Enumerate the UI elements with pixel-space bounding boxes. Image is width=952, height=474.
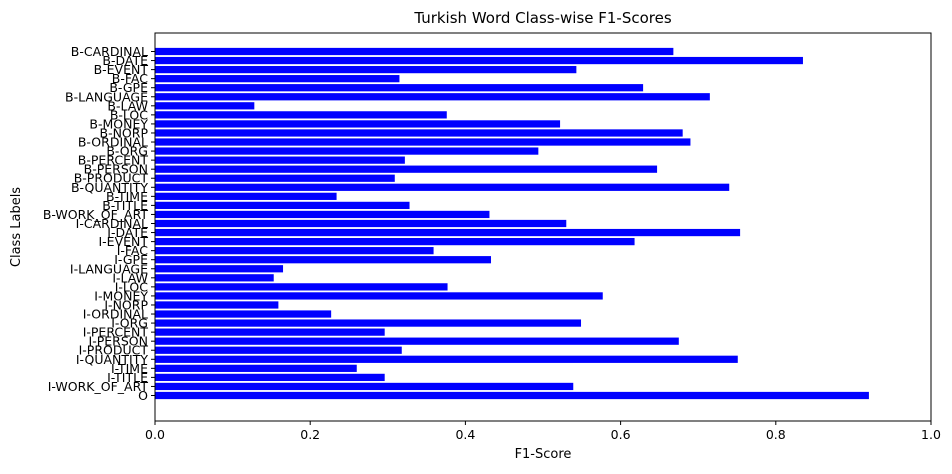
y-tick-label: B-WORK_OF_ART xyxy=(43,207,149,222)
y-tick-label: B-CARDINAL xyxy=(71,44,148,59)
y-tick-label: B-NORP xyxy=(100,125,149,140)
y-tick-label: I-EVENT xyxy=(98,234,148,249)
bar xyxy=(155,47,674,56)
y-tick-label: I-GPE xyxy=(114,252,148,267)
bar xyxy=(155,274,274,282)
bar xyxy=(155,247,434,255)
y-tick-label: I-PRODUCT xyxy=(79,343,149,358)
y-tick-label: I-PERCENT xyxy=(83,325,149,340)
y-tick-label: B-QUANTITY xyxy=(71,180,148,195)
x-tick-label: 1.0 xyxy=(921,427,941,442)
y-tick-label: I-TIME xyxy=(111,361,148,376)
y-tick-label: I-TITLE xyxy=(107,370,148,385)
y-tick-label: B-TITLE xyxy=(102,198,148,213)
y-tick-label: I-MONEY xyxy=(94,288,148,303)
bar xyxy=(155,75,400,83)
bar xyxy=(155,93,710,101)
x-axis-ticks: 0.0 0.2 0.4 0.6 0.8 1.0 xyxy=(145,421,941,442)
y-axis-label: Class Labels xyxy=(9,187,24,267)
y-tick-label: B-TIME xyxy=(106,189,148,204)
x-tick-label: 0.8 xyxy=(766,427,786,442)
bar xyxy=(155,382,574,391)
y-tick-label: I-PERSON xyxy=(89,334,148,349)
y-tick-label: I-ORG xyxy=(111,316,148,331)
y-tick-label: B-LAW xyxy=(107,98,148,113)
bar xyxy=(155,165,658,173)
y-tick-label: I-WORK_OF_ART xyxy=(48,379,149,394)
bar xyxy=(155,364,357,372)
bar xyxy=(155,210,490,219)
bar xyxy=(155,391,869,400)
bar xyxy=(155,201,410,210)
y-tick-label: I-DATE xyxy=(107,225,148,240)
y-tick-label: B-FAC xyxy=(112,71,148,86)
bar xyxy=(155,192,337,200)
y-tick-label: I-ORDINAL xyxy=(83,307,148,322)
x-axis-label: F1-Score xyxy=(515,447,572,462)
y-tick-label: B-MONEY xyxy=(89,116,148,131)
bar xyxy=(155,228,741,237)
y-tick-label: O xyxy=(138,388,148,403)
x-tick-label: 0.2 xyxy=(300,427,320,442)
bar xyxy=(155,346,402,354)
y-tick-label: B-LOC xyxy=(110,107,148,122)
bar xyxy=(155,138,691,146)
bar xyxy=(155,328,385,336)
y-tick-label: B-EVENT xyxy=(94,62,149,77)
bar xyxy=(155,129,683,137)
y-tick-label: B-GPE xyxy=(109,80,148,95)
bar xyxy=(155,65,577,74)
bar xyxy=(155,310,332,318)
y-tick-label: B-PRODUCT xyxy=(74,171,149,186)
bar xyxy=(155,292,603,300)
y-tick-label: I-LANGUAGE xyxy=(70,261,148,276)
bar xyxy=(155,283,448,291)
y-tick-label: I-LAW xyxy=(112,270,148,285)
bar xyxy=(155,337,679,345)
bar xyxy=(155,256,492,264)
y-tick-label: B-PERCENT xyxy=(78,153,149,168)
bar xyxy=(155,219,567,228)
bar xyxy=(155,183,730,191)
bar xyxy=(155,301,279,309)
y-tick-label: I-QUANTITY xyxy=(76,352,149,367)
bar xyxy=(155,120,561,128)
bar xyxy=(155,373,385,382)
y-tick-label: B-DATE xyxy=(102,53,148,68)
y-tick-label: B-PERSON xyxy=(84,162,148,177)
x-tick-label: 0.0 xyxy=(145,427,165,442)
bar xyxy=(155,102,255,110)
y-tick-label: I-LOC xyxy=(115,279,149,294)
bar xyxy=(155,84,644,92)
y-tick-label: B-ORG xyxy=(106,144,148,159)
y-tick-label: B-ORDINAL xyxy=(78,135,148,150)
bar xyxy=(155,355,738,363)
chart-title: Turkish Word Class-wise F1-Scores xyxy=(413,9,672,27)
y-tick-label: I-NORP xyxy=(104,297,148,312)
bar xyxy=(155,319,582,327)
y-tick-label: I-CARDINAL xyxy=(76,216,148,231)
x-tick-label: 0.6 xyxy=(611,427,631,442)
bar xyxy=(155,237,635,246)
bar xyxy=(155,56,803,65)
bars-layer xyxy=(155,47,869,400)
y-tick-label: I-FAC xyxy=(117,243,149,258)
x-tick-label: 0.4 xyxy=(455,427,475,442)
y-tick-label: B-LANGUAGE xyxy=(65,89,148,104)
plot-frame xyxy=(154,32,932,422)
bar xyxy=(155,265,284,273)
bar xyxy=(155,156,405,164)
y-axis-ticks: B-CARDINALB-DATEB-EVENTB-FACB-GPEB-LANGU… xyxy=(43,44,155,403)
bar xyxy=(155,111,447,119)
bar xyxy=(155,147,539,155)
bar xyxy=(155,174,395,182)
